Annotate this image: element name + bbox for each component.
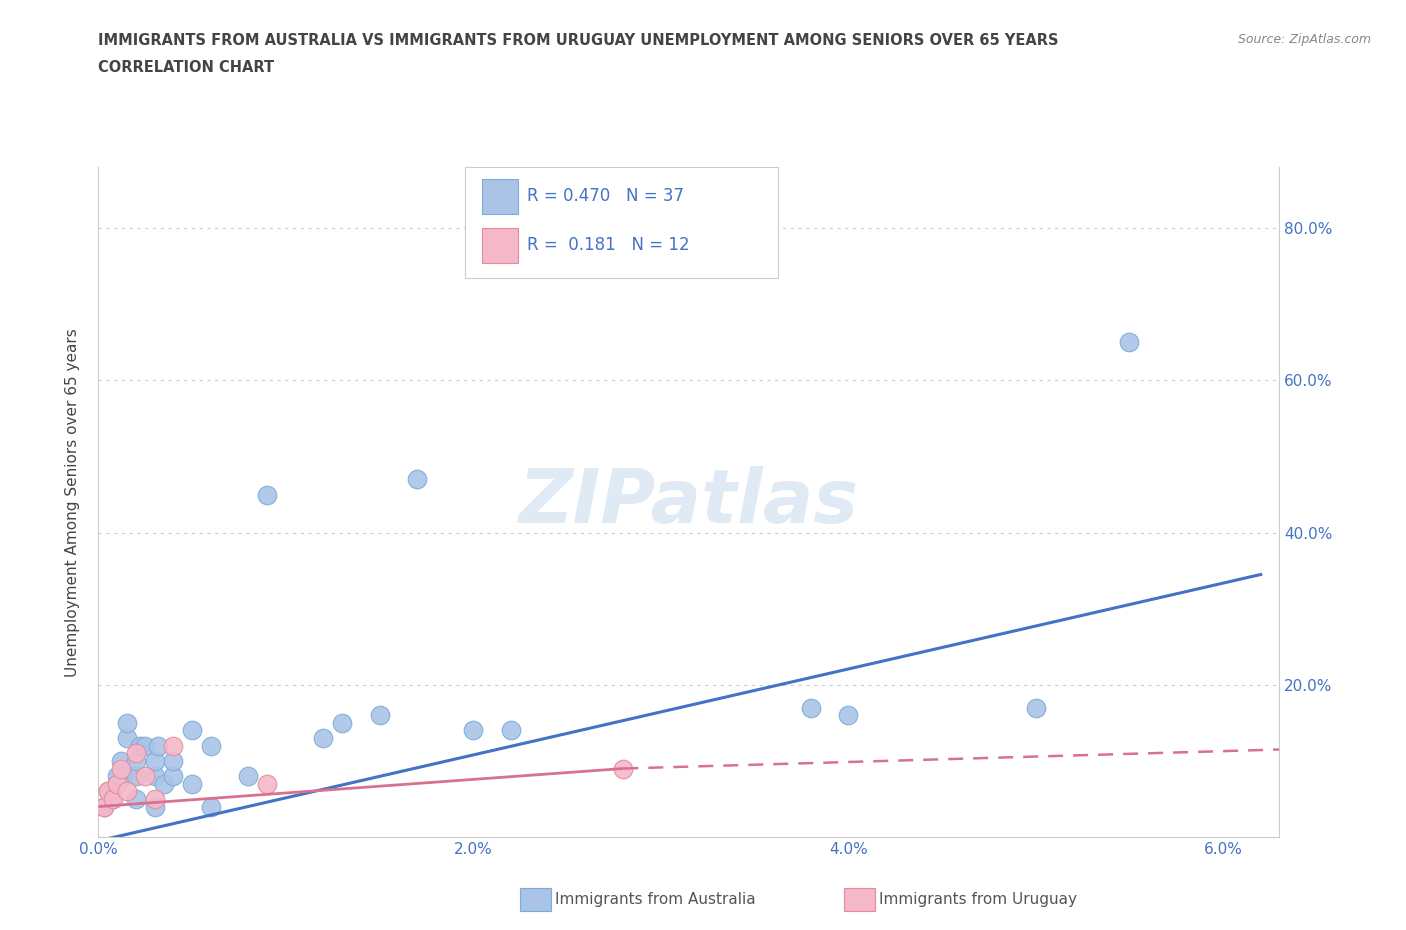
Point <box>125 791 148 806</box>
Point <box>143 799 166 814</box>
Y-axis label: Unemployment Among Seniors over 65 years: Unemployment Among Seniors over 65 years <box>65 328 80 677</box>
Point <box>97 784 120 799</box>
Point <box>256 777 278 791</box>
Point <box>105 769 128 784</box>
Point <box>115 731 138 746</box>
Point <box>800 700 823 715</box>
Point <box>93 799 115 814</box>
Point <box>128 738 150 753</box>
Point <box>134 769 156 784</box>
Point <box>125 753 148 768</box>
Point <box>162 738 184 753</box>
Point <box>143 753 166 768</box>
Point <box>256 487 278 502</box>
FancyBboxPatch shape <box>464 167 778 278</box>
Text: Immigrants from Australia: Immigrants from Australia <box>555 892 756 907</box>
Point <box>238 769 260 784</box>
Point <box>148 738 170 753</box>
Point <box>200 738 222 753</box>
Point <box>125 769 148 784</box>
Point <box>115 715 138 730</box>
Point <box>143 769 166 784</box>
Point <box>93 799 115 814</box>
FancyBboxPatch shape <box>482 179 517 214</box>
Point <box>1118 335 1140 350</box>
Point <box>162 769 184 784</box>
Point <box>110 753 132 768</box>
Point <box>111 769 134 784</box>
Point <box>103 791 125 806</box>
Point <box>134 738 156 753</box>
Point <box>406 472 429 486</box>
Point <box>143 791 166 806</box>
Point <box>97 784 120 799</box>
Point <box>368 708 391 723</box>
Point <box>100 791 122 806</box>
Point <box>125 746 148 761</box>
Text: CORRELATION CHART: CORRELATION CHART <box>98 60 274 75</box>
Text: R = 0.470   N = 37: R = 0.470 N = 37 <box>527 187 685 206</box>
Point <box>153 777 176 791</box>
Point <box>463 723 485 737</box>
Point <box>837 708 859 723</box>
Text: Immigrants from Uruguay: Immigrants from Uruguay <box>879 892 1077 907</box>
Point <box>105 777 128 791</box>
Point <box>612 761 634 776</box>
FancyBboxPatch shape <box>482 229 517 263</box>
Text: IMMIGRANTS FROM AUSTRALIA VS IMMIGRANTS FROM URUGUAY UNEMPLOYMENT AMONG SENIORS : IMMIGRANTS FROM AUSTRALIA VS IMMIGRANTS … <box>98 33 1059 47</box>
Point <box>312 731 335 746</box>
Point <box>110 761 132 776</box>
Point <box>1025 700 1047 715</box>
Point <box>330 715 353 730</box>
Text: Source: ZipAtlas.com: Source: ZipAtlas.com <box>1237 33 1371 46</box>
Point <box>181 723 204 737</box>
Point <box>181 777 204 791</box>
Point <box>499 723 522 737</box>
Text: R =  0.181   N = 12: R = 0.181 N = 12 <box>527 236 690 254</box>
Text: ZIPatlas: ZIPatlas <box>519 466 859 538</box>
Point <box>115 784 138 799</box>
Point <box>162 753 184 768</box>
Point <box>105 777 128 791</box>
Point <box>200 799 222 814</box>
